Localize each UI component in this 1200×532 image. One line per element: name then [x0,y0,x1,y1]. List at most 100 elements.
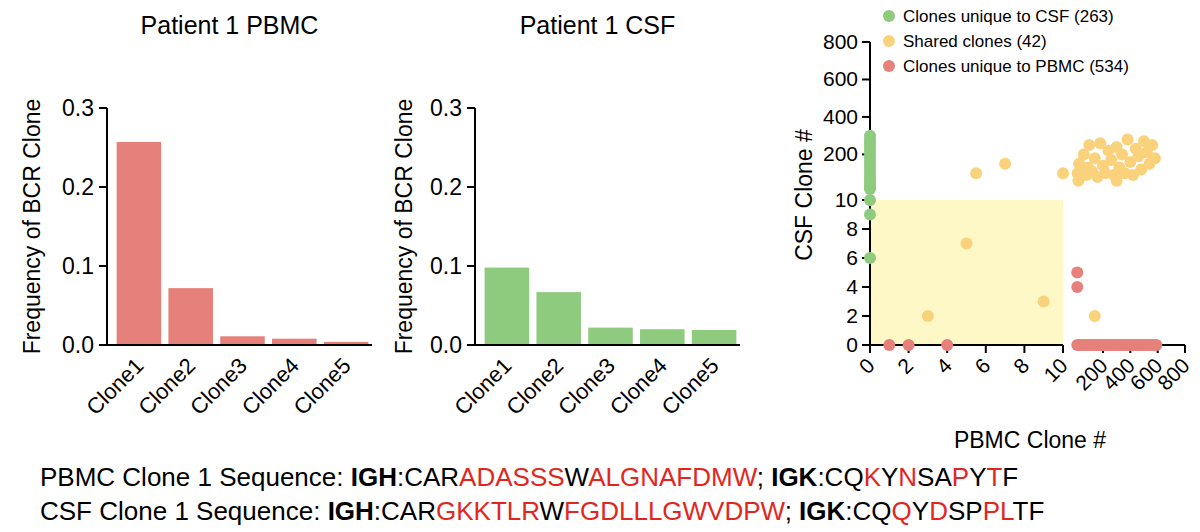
y-tick [862,228,870,230]
y-tick-label: 10 [835,188,858,211]
point [1071,281,1083,293]
y-axis-label: Frequency of BCR Clone [391,99,417,355]
point [903,339,915,351]
highlighted-residues: GKKTLR [436,496,540,526]
highlighted-residues: N [898,462,917,492]
sequence-text: W [540,496,565,526]
highlighted-residues: FGDLLLGWVDPW [564,496,785,526]
x-tick-label: Clone4 [237,353,304,420]
x-tick-label: Clone5 [289,353,356,420]
y-axis-label: Frequency of BCR Clone [19,99,45,355]
bars [117,142,369,345]
point [941,339,953,351]
y-tick-label: 600 [823,67,858,90]
highlighted-residues: P [952,462,969,492]
point [1146,139,1158,151]
y-tick-label: 0 [846,333,858,356]
bar [220,336,265,345]
x-tick-label: 4 [932,353,957,378]
point [1111,175,1123,187]
x-tick-label: Clone3 [185,353,252,420]
y-tick-label: 4 [846,275,858,298]
y-tick-label: 400 [823,105,858,128]
legend: Clones unique to CSF (263)Shared clones … [883,7,1129,76]
title: Patient 1 PBMC [141,11,319,39]
x-tick-label: Clone3 [553,353,620,420]
x-tick-label: Clone2 [501,353,568,420]
y-tick [99,107,107,109]
point [1122,133,1134,145]
y-tick-label: 800 [823,30,858,53]
chain-label: IGH [351,462,397,492]
point [1057,167,1069,179]
x-tick [1184,345,1186,353]
sequence-text: ; [785,496,799,526]
sequence-text: TF [1013,496,1045,526]
x-tick-label: Clone2 [133,353,200,420]
sequence-text: W [565,462,589,492]
sequence-text: :CQ [817,462,863,492]
sequence-text: Y [969,462,986,492]
highlighted-residues: Q [892,496,912,526]
y-tick [99,265,107,267]
point [1082,162,1094,174]
y-tick [467,186,475,188]
y-tick-label: 0.3 [430,95,462,121]
y-tick-label: 0.0 [62,332,94,358]
point [922,310,934,322]
x-axis [870,344,1063,346]
bar [536,292,581,345]
x-tick-label: 800 [1153,354,1194,395]
bar [485,268,530,345]
x-axis-label: PBMC Clone # [954,427,1106,453]
sequence-text: PBMC Clone 1 Sequence: [40,462,351,492]
highlighted-residues: T [986,462,1002,492]
sequence-text: ; [757,462,771,492]
sequence-text: :CQ [845,496,891,526]
x-tick [1023,345,1025,353]
x-tick-label: Clone1 [449,353,516,420]
legend-marker [883,10,895,22]
sequence-line: CSF Clone 1 Sequence: IGH:CARGKKTLRWFGDL… [40,496,1044,526]
sequence-text: Y [881,462,898,492]
sequence-text: SA [917,462,952,492]
point [999,158,1011,170]
bar [692,330,737,345]
point [864,252,876,264]
y-tick [99,186,107,188]
y-tick [467,265,475,267]
sequence-text: :CAR [397,462,459,492]
y-axis [106,108,108,345]
points [864,130,1162,351]
bar [168,288,213,345]
y-tick-label: 200 [823,142,858,165]
y-tick-label: 0.3 [62,95,94,121]
x-tick-label: 6 [970,354,995,379]
bar [640,329,685,345]
sequence-text: F [1002,462,1018,492]
y-tick-label: 0.0 [430,332,462,358]
y-tick-label: 0.1 [430,253,462,279]
bar [588,328,633,345]
x-tick-label: 8 [1009,354,1034,379]
sequence-text: SP [948,496,983,526]
point [961,238,973,250]
highlighted-residues: D [929,496,948,526]
y-tick-label: 8 [846,217,858,240]
sequence-line: PBMC Clone 1 Sequence: IGH:CARADASSSWALG… [40,462,1018,492]
y-tick [862,286,870,288]
figure: Patient 1 PBMC Frequency of BCR Clone Clon… [0,0,1200,532]
y-tick-label: 6 [846,246,858,269]
point [1149,152,1161,164]
x-axis [107,344,372,346]
x-tick-label: 2 [893,354,918,379]
x-tick [985,345,987,353]
chain-label: IGH [328,496,374,526]
legend-label: Clones unique to PBMC (534) [903,57,1129,76]
sequence-text: Y [912,496,929,526]
highlight-region [870,200,1063,345]
sequence-text: CSF Clone 1 Sequence: [40,496,328,526]
chain-label: IGK [771,462,817,492]
y-tick [862,116,870,118]
y-tick [862,344,870,346]
